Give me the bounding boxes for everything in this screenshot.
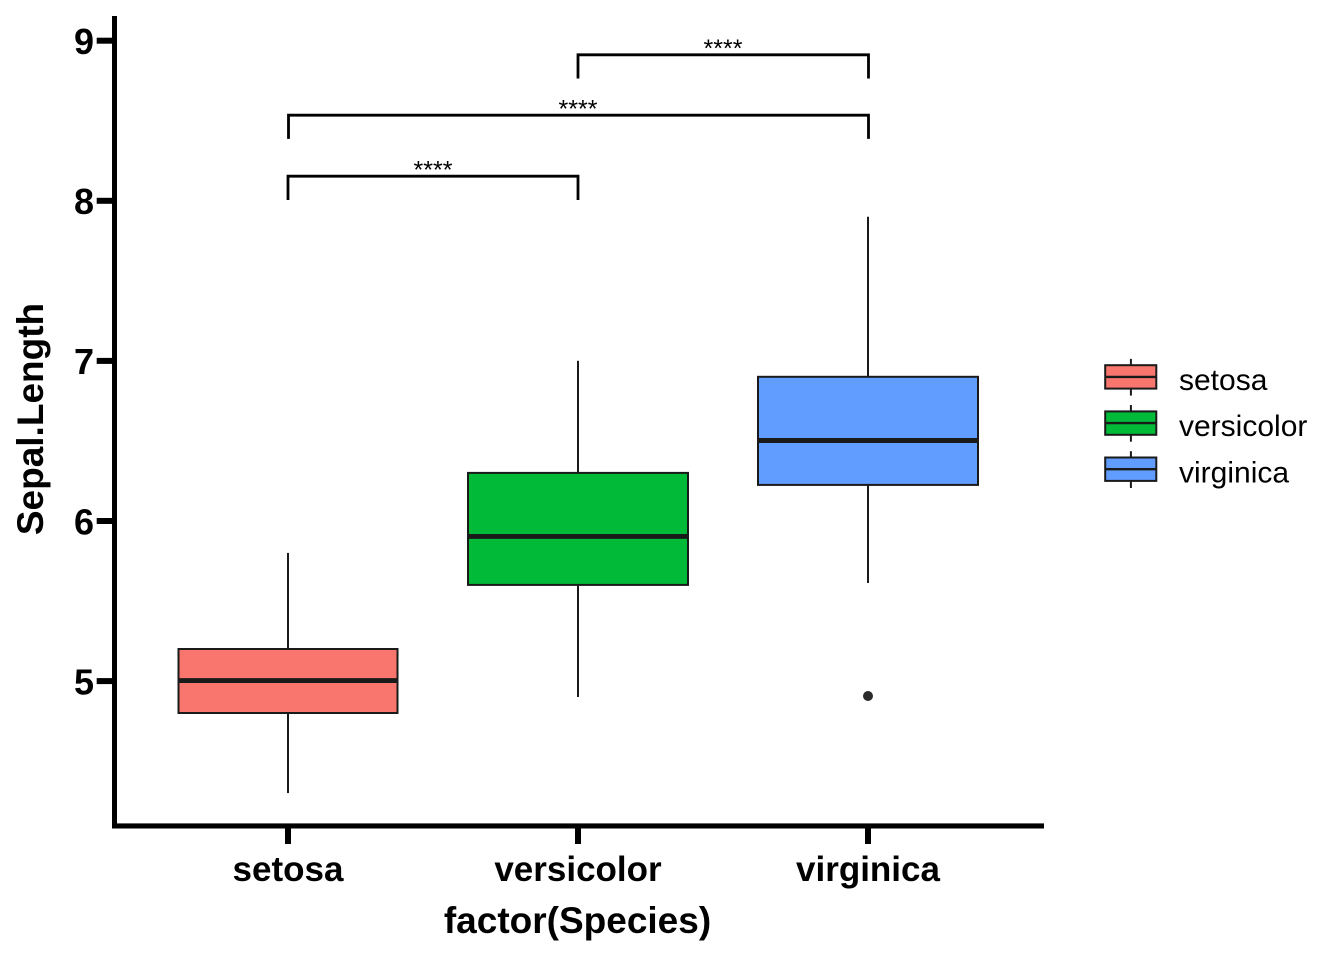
svg-text:Sepal.Length: Sepal.Length xyxy=(10,303,51,535)
svg-text:****: **** xyxy=(414,156,453,184)
svg-text:****: **** xyxy=(559,95,598,123)
svg-text:8: 8 xyxy=(74,181,94,222)
svg-text:setosa: setosa xyxy=(233,850,344,889)
svg-text:virginica: virginica xyxy=(1179,456,1289,489)
svg-text:setosa: setosa xyxy=(1179,364,1268,397)
svg-text:9: 9 xyxy=(74,21,94,62)
svg-text:factor(Species): factor(Species) xyxy=(444,900,711,941)
svg-text:versicolor: versicolor xyxy=(494,850,662,889)
svg-text:6: 6 xyxy=(74,501,94,542)
svg-text:7: 7 xyxy=(74,341,94,382)
svg-text:5: 5 xyxy=(74,661,94,702)
svg-text:versicolor: versicolor xyxy=(1179,410,1307,443)
svg-text:****: **** xyxy=(704,35,743,63)
svg-text:virginica: virginica xyxy=(796,850,940,889)
